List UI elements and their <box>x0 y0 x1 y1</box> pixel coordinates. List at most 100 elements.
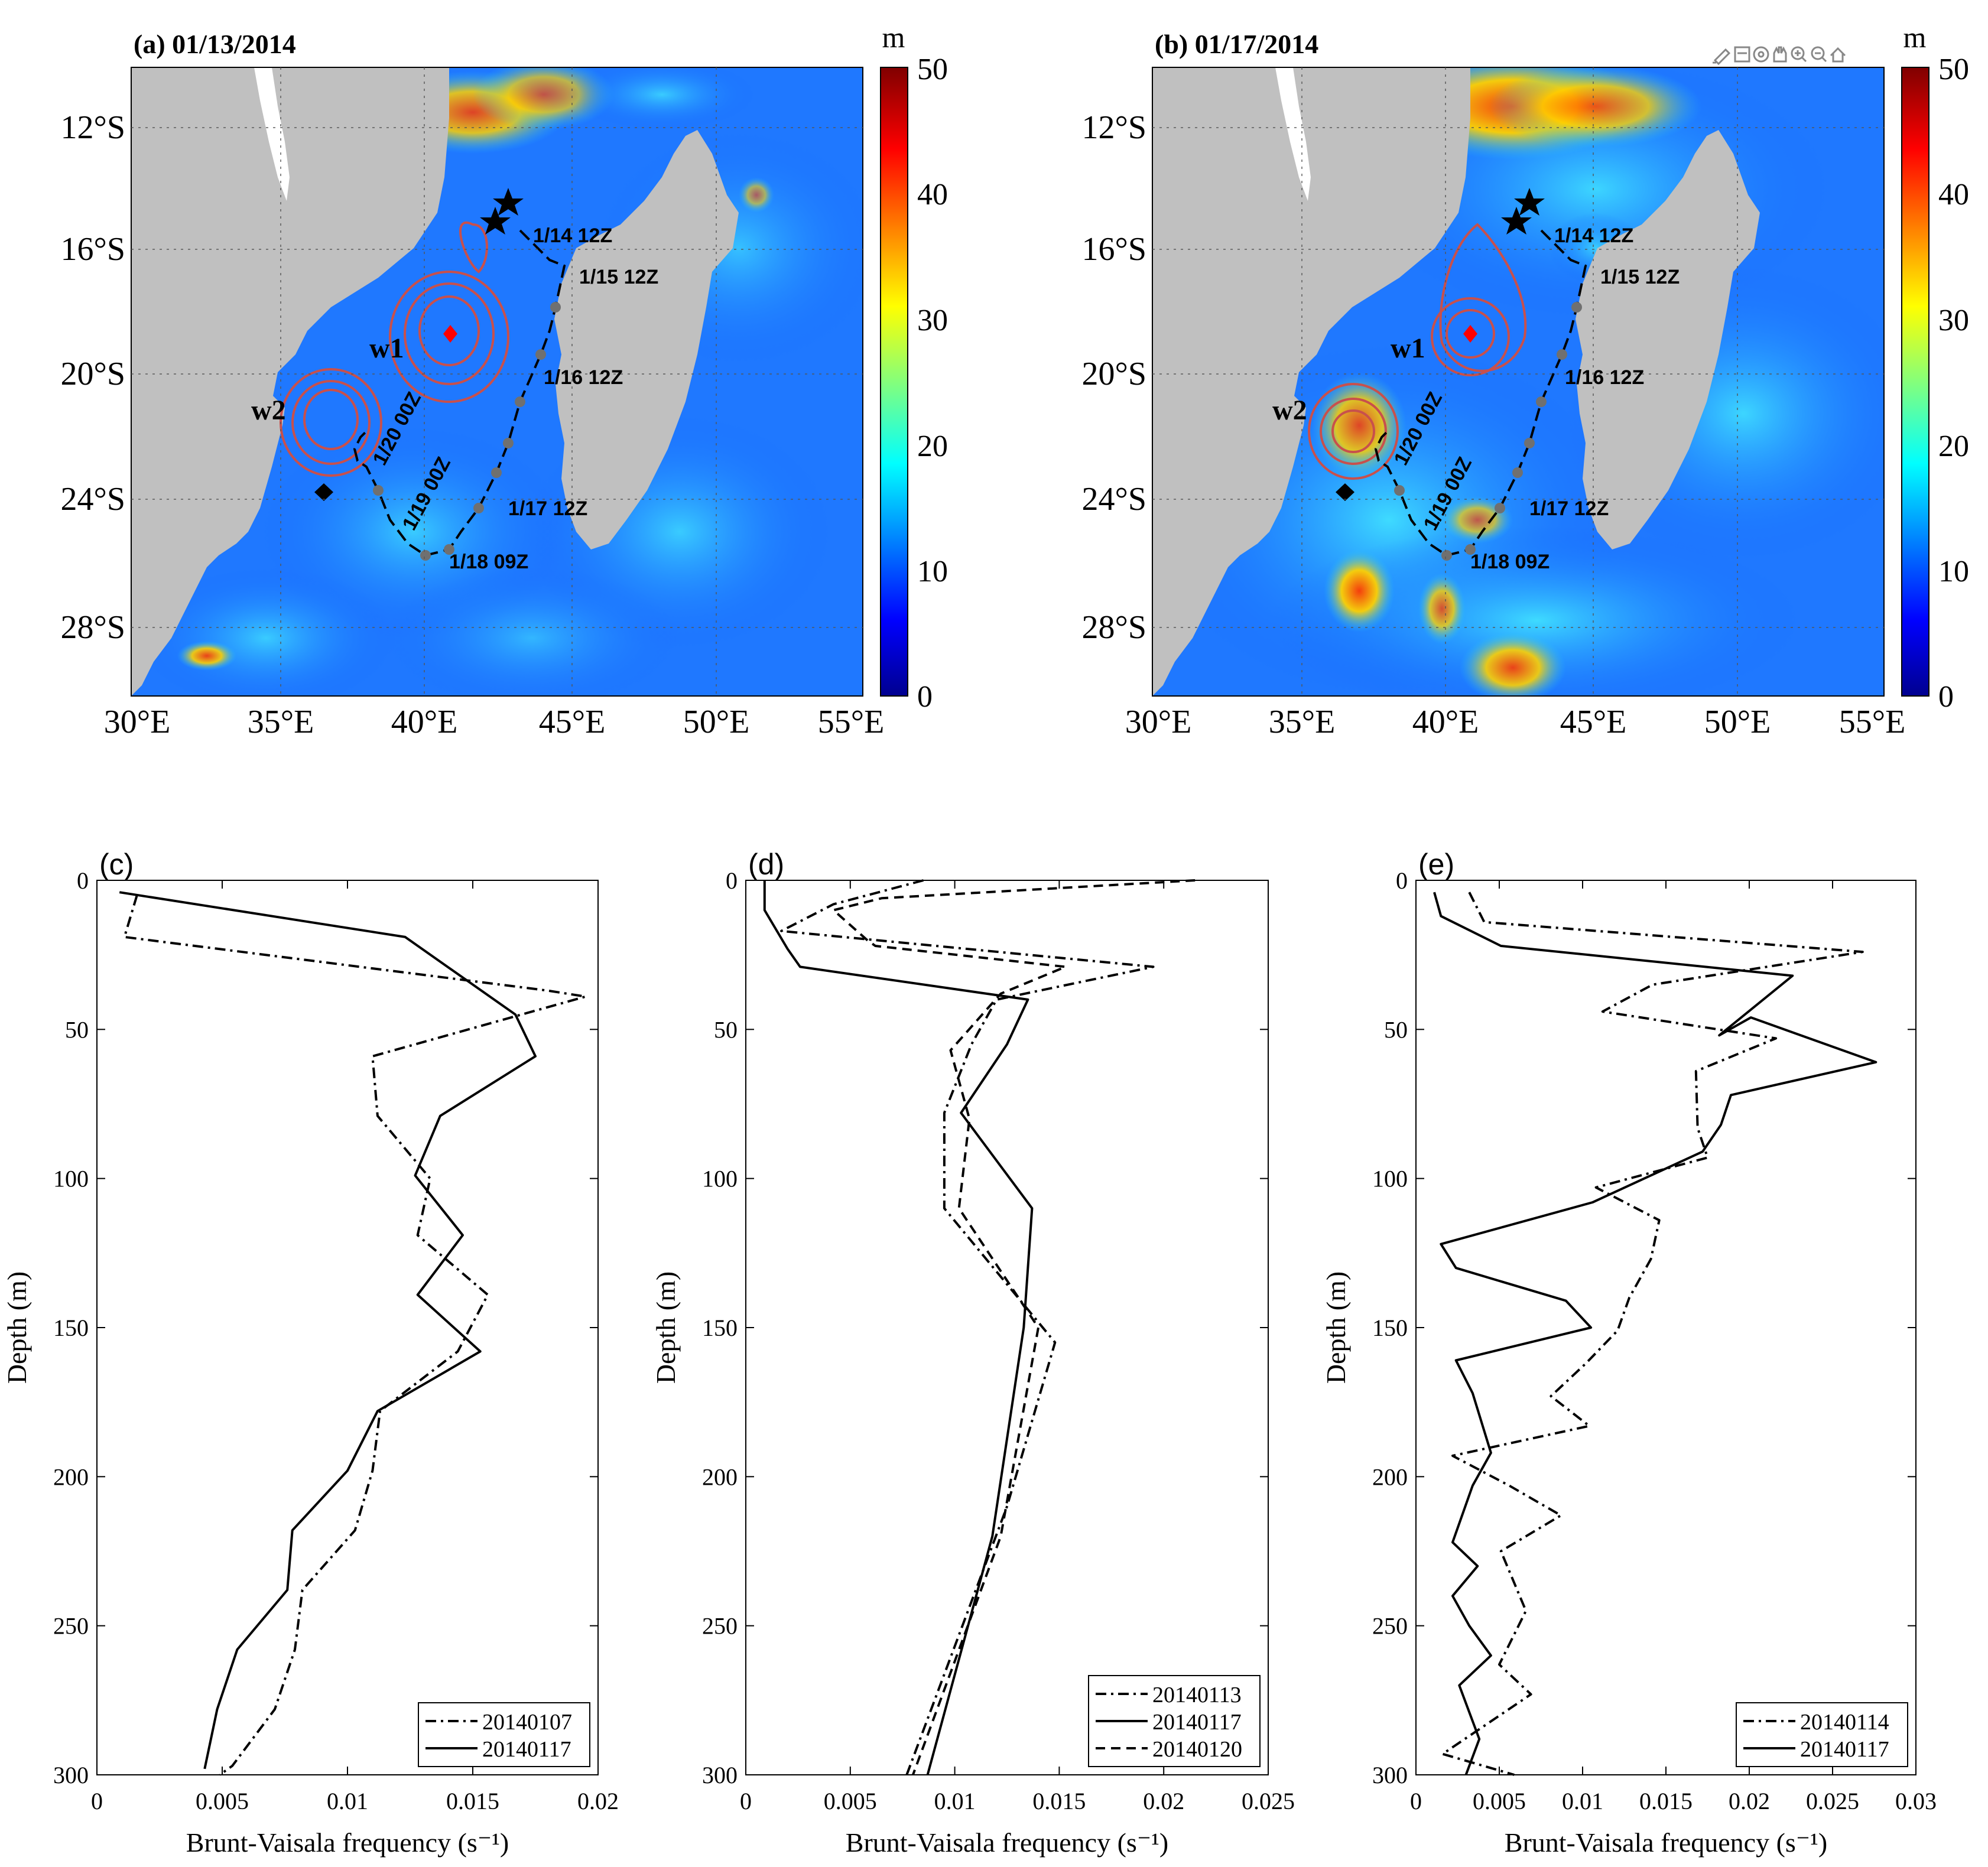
y-tick-label: 0 <box>77 867 89 894</box>
track-label: 1/16 12Z <box>1565 366 1644 389</box>
brush-icon[interactable] <box>1713 48 1731 66</box>
x-tick-label: 0.015 <box>1639 1788 1693 1814</box>
lon-tick: 45°E <box>1560 704 1627 740</box>
x-tick-label: 0 <box>91 1788 103 1814</box>
colorbar-unit: m <box>882 21 905 54</box>
x-tick-label: 0.02 <box>1143 1788 1184 1814</box>
y-tick-label: 50 <box>714 1016 738 1043</box>
x-tick-label: 0.025 <box>1242 1788 1295 1814</box>
lon-tick: 45°E <box>539 704 606 740</box>
eddy-label-w1: w1 <box>1391 333 1425 364</box>
data-tip-icon[interactable] <box>1734 46 1750 63</box>
y-tick-label: 300 <box>53 1762 89 1788</box>
track-label: 1/14 12Z <box>533 225 612 247</box>
y-tick-label: 250 <box>53 1613 89 1640</box>
lon-tick: 30°E <box>104 704 171 740</box>
colorbar-b: m 50 40 30 20 10 0 <box>1901 21 1969 714</box>
legend-label: 20140117 <box>1800 1737 1889 1762</box>
y-tick-label: 150 <box>702 1315 738 1341</box>
lon-tick: 55°E <box>1839 704 1906 740</box>
y-tick-label: 0 <box>1396 867 1408 894</box>
x-tick-label: 0 <box>740 1788 752 1814</box>
x-tick-label: 0 <box>1410 1788 1422 1814</box>
y-tick-label: 200 <box>53 1463 89 1490</box>
plot-area <box>96 880 599 1775</box>
home-icon[interactable] <box>1830 47 1846 63</box>
colorbar-a: m 50 40 30 20 10 0 <box>880 21 948 714</box>
lon-tick: 35°E <box>1269 704 1336 740</box>
lat-tick: 12°S <box>60 109 125 146</box>
x-axis-label: Brunt-Vaisala frequency (s⁻¹) <box>1505 1827 1827 1858</box>
lon-tick: 40°E <box>391 704 458 740</box>
series-line-20140117 <box>1433 892 1877 1775</box>
x-tick-label: 0.015 <box>1032 1788 1086 1814</box>
map-b-field <box>1152 67 1884 696</box>
x-tick-label: 0.01 <box>327 1788 368 1814</box>
y-tick-label: 150 <box>1372 1315 1408 1341</box>
legend-label: 20140117 <box>482 1737 571 1762</box>
y-tick-label: 300 <box>702 1762 738 1788</box>
legend-label: 20140107 <box>482 1710 572 1735</box>
x-tick-label: 0.02 <box>1729 1788 1770 1814</box>
x-tick-label: 0.005 <box>196 1788 249 1814</box>
colorbar-tick: 40 <box>1938 178 1969 212</box>
colorbar-tick: 30 <box>917 304 948 337</box>
x-tick-label: 0.025 <box>1806 1788 1859 1814</box>
y-tick-label: 50 <box>65 1016 89 1043</box>
colorbar-tick: 0 <box>917 680 933 714</box>
lon-tick: 35°E <box>248 704 314 740</box>
legend-label: 20140117 <box>1152 1710 1242 1735</box>
rotate-icon[interactable] <box>1753 46 1769 63</box>
legend-label: 20140113 <box>1152 1683 1242 1707</box>
lon-tick: 55°E <box>818 704 885 740</box>
eddy-label-w2: w2 <box>251 395 286 426</box>
legend-label: 20140120 <box>1152 1737 1242 1762</box>
y-tick-label: 300 <box>1372 1762 1408 1788</box>
lon-tick: 40°E <box>1412 704 1479 740</box>
lat-tick: 28°S <box>1081 609 1146 646</box>
legend-box <box>1736 1702 1908 1767</box>
colorbar-tick: 0 <box>1938 680 1954 714</box>
plot-area <box>1415 880 1916 1775</box>
colorbar-tick: 20 <box>1938 430 1969 463</box>
eddy-label-w2: w2 <box>1272 395 1307 426</box>
series-line-20140117 <box>763 880 1034 1775</box>
series-line-20140117 <box>119 891 537 1770</box>
colorbar-tick: 50 <box>917 53 948 86</box>
y-tick-label: 250 <box>1372 1613 1408 1640</box>
lat-tick: 24°S <box>1081 481 1146 518</box>
y-tick-label: 200 <box>702 1463 738 1490</box>
x-tick-label: 0.005 <box>824 1788 877 1814</box>
y-tick-label: 250 <box>702 1613 738 1640</box>
lat-tick: 24°S <box>60 481 125 518</box>
series-line-20140120 <box>832 879 1196 1775</box>
figure-toolbar[interactable] <box>1713 46 1846 66</box>
x-tick-label: 0.02 <box>577 1788 619 1814</box>
zoom-out-icon[interactable] <box>1811 46 1827 63</box>
lon-tick: 50°E <box>1704 704 1771 740</box>
panel-label: (e) <box>1418 848 1454 881</box>
lat-tick: 12°S <box>1081 109 1146 146</box>
profile-chart-d: 0 0.005 0.01 0.015 0.02 0.025 0 50 100 150 200 250 3… <box>651 848 1295 1858</box>
map-a-field <box>131 67 863 696</box>
lat-tick: 16°S <box>1081 231 1146 268</box>
y-tick-label: 200 <box>1372 1463 1408 1490</box>
plot-area <box>745 880 1269 1775</box>
track-label: 1/15 12Z <box>579 266 658 288</box>
pan-hand-icon[interactable] <box>1773 46 1787 63</box>
track-label: 1/17 12Z <box>508 497 587 520</box>
y-tick-label: 100 <box>53 1166 89 1192</box>
zoom-in-icon[interactable] <box>1791 46 1807 63</box>
y-tick-label: 150 <box>53 1315 89 1341</box>
x-axis-label: Brunt-Vaisala frequency (s⁻¹) <box>846 1827 1168 1858</box>
x-tick-label: 0.015 <box>446 1788 499 1814</box>
track-label: 1/14 12Z <box>1554 225 1633 247</box>
y-axis-label: Depth (m) <box>651 1271 681 1384</box>
track-label: 1/18 09Z <box>449 551 528 573</box>
colorbar-tick: 10 <box>1938 555 1969 588</box>
eddy-label-w1: w1 <box>369 333 404 364</box>
map-a-title: (a) 01/13/2014 <box>134 29 296 59</box>
